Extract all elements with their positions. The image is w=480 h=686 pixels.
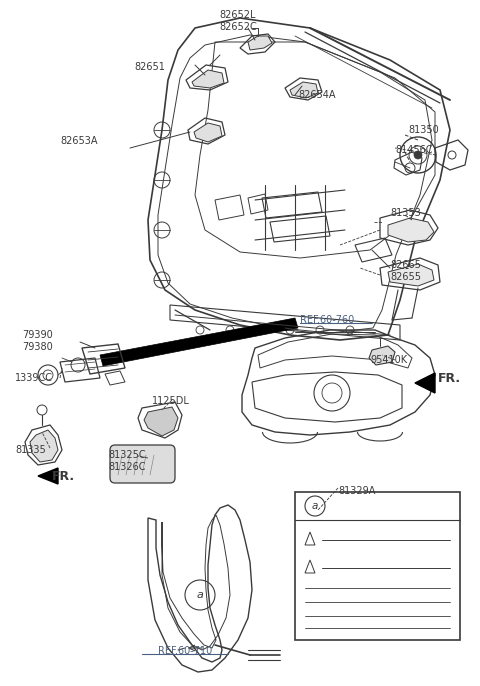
Text: 81325C
81326C: 81325C 81326C xyxy=(108,450,145,471)
Circle shape xyxy=(414,151,422,159)
Text: a: a xyxy=(312,501,318,511)
Text: 81329A: 81329A xyxy=(338,486,375,496)
Text: 81335: 81335 xyxy=(15,445,46,455)
Text: 82652L
82652C: 82652L 82652C xyxy=(219,10,257,32)
Text: 82651: 82651 xyxy=(134,62,165,72)
FancyBboxPatch shape xyxy=(295,492,460,640)
Polygon shape xyxy=(30,430,58,462)
FancyBboxPatch shape xyxy=(110,445,175,483)
Polygon shape xyxy=(248,36,272,50)
Polygon shape xyxy=(388,218,434,242)
Text: 82665
82655: 82665 82655 xyxy=(390,260,421,281)
Polygon shape xyxy=(369,346,395,365)
Text: FR.: FR. xyxy=(52,470,75,483)
Text: 81353: 81353 xyxy=(390,208,421,218)
Text: 79390
79380: 79390 79380 xyxy=(22,330,53,352)
Text: REF.60-710: REF.60-710 xyxy=(158,646,212,656)
Polygon shape xyxy=(415,373,435,393)
Polygon shape xyxy=(38,468,58,484)
Text: 1125DL: 1125DL xyxy=(152,396,190,406)
Text: 1339CC: 1339CC xyxy=(15,373,53,383)
Text: 95410K: 95410K xyxy=(370,355,407,365)
Text: 81350: 81350 xyxy=(408,125,439,135)
Polygon shape xyxy=(100,318,298,366)
Polygon shape xyxy=(194,123,222,142)
Text: REF.60-760: REF.60-760 xyxy=(300,315,354,325)
Polygon shape xyxy=(144,407,178,436)
Text: a: a xyxy=(197,590,204,600)
Polygon shape xyxy=(192,70,224,88)
Text: 81456C: 81456C xyxy=(395,145,432,155)
Polygon shape xyxy=(290,82,318,98)
Text: 82653A: 82653A xyxy=(60,136,97,146)
Text: 82654A: 82654A xyxy=(298,90,336,100)
Polygon shape xyxy=(388,264,434,286)
Text: FR.: FR. xyxy=(438,372,461,385)
